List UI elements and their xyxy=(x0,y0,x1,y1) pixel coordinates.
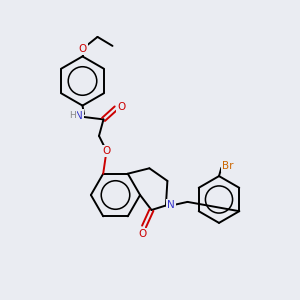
Text: N: N xyxy=(167,200,175,211)
Text: H: H xyxy=(69,111,76,120)
Text: O: O xyxy=(102,146,111,156)
Text: O: O xyxy=(78,44,87,54)
Text: Br: Br xyxy=(222,161,234,171)
Text: O: O xyxy=(138,229,147,239)
Text: N: N xyxy=(75,110,83,121)
Text: O: O xyxy=(117,101,126,112)
